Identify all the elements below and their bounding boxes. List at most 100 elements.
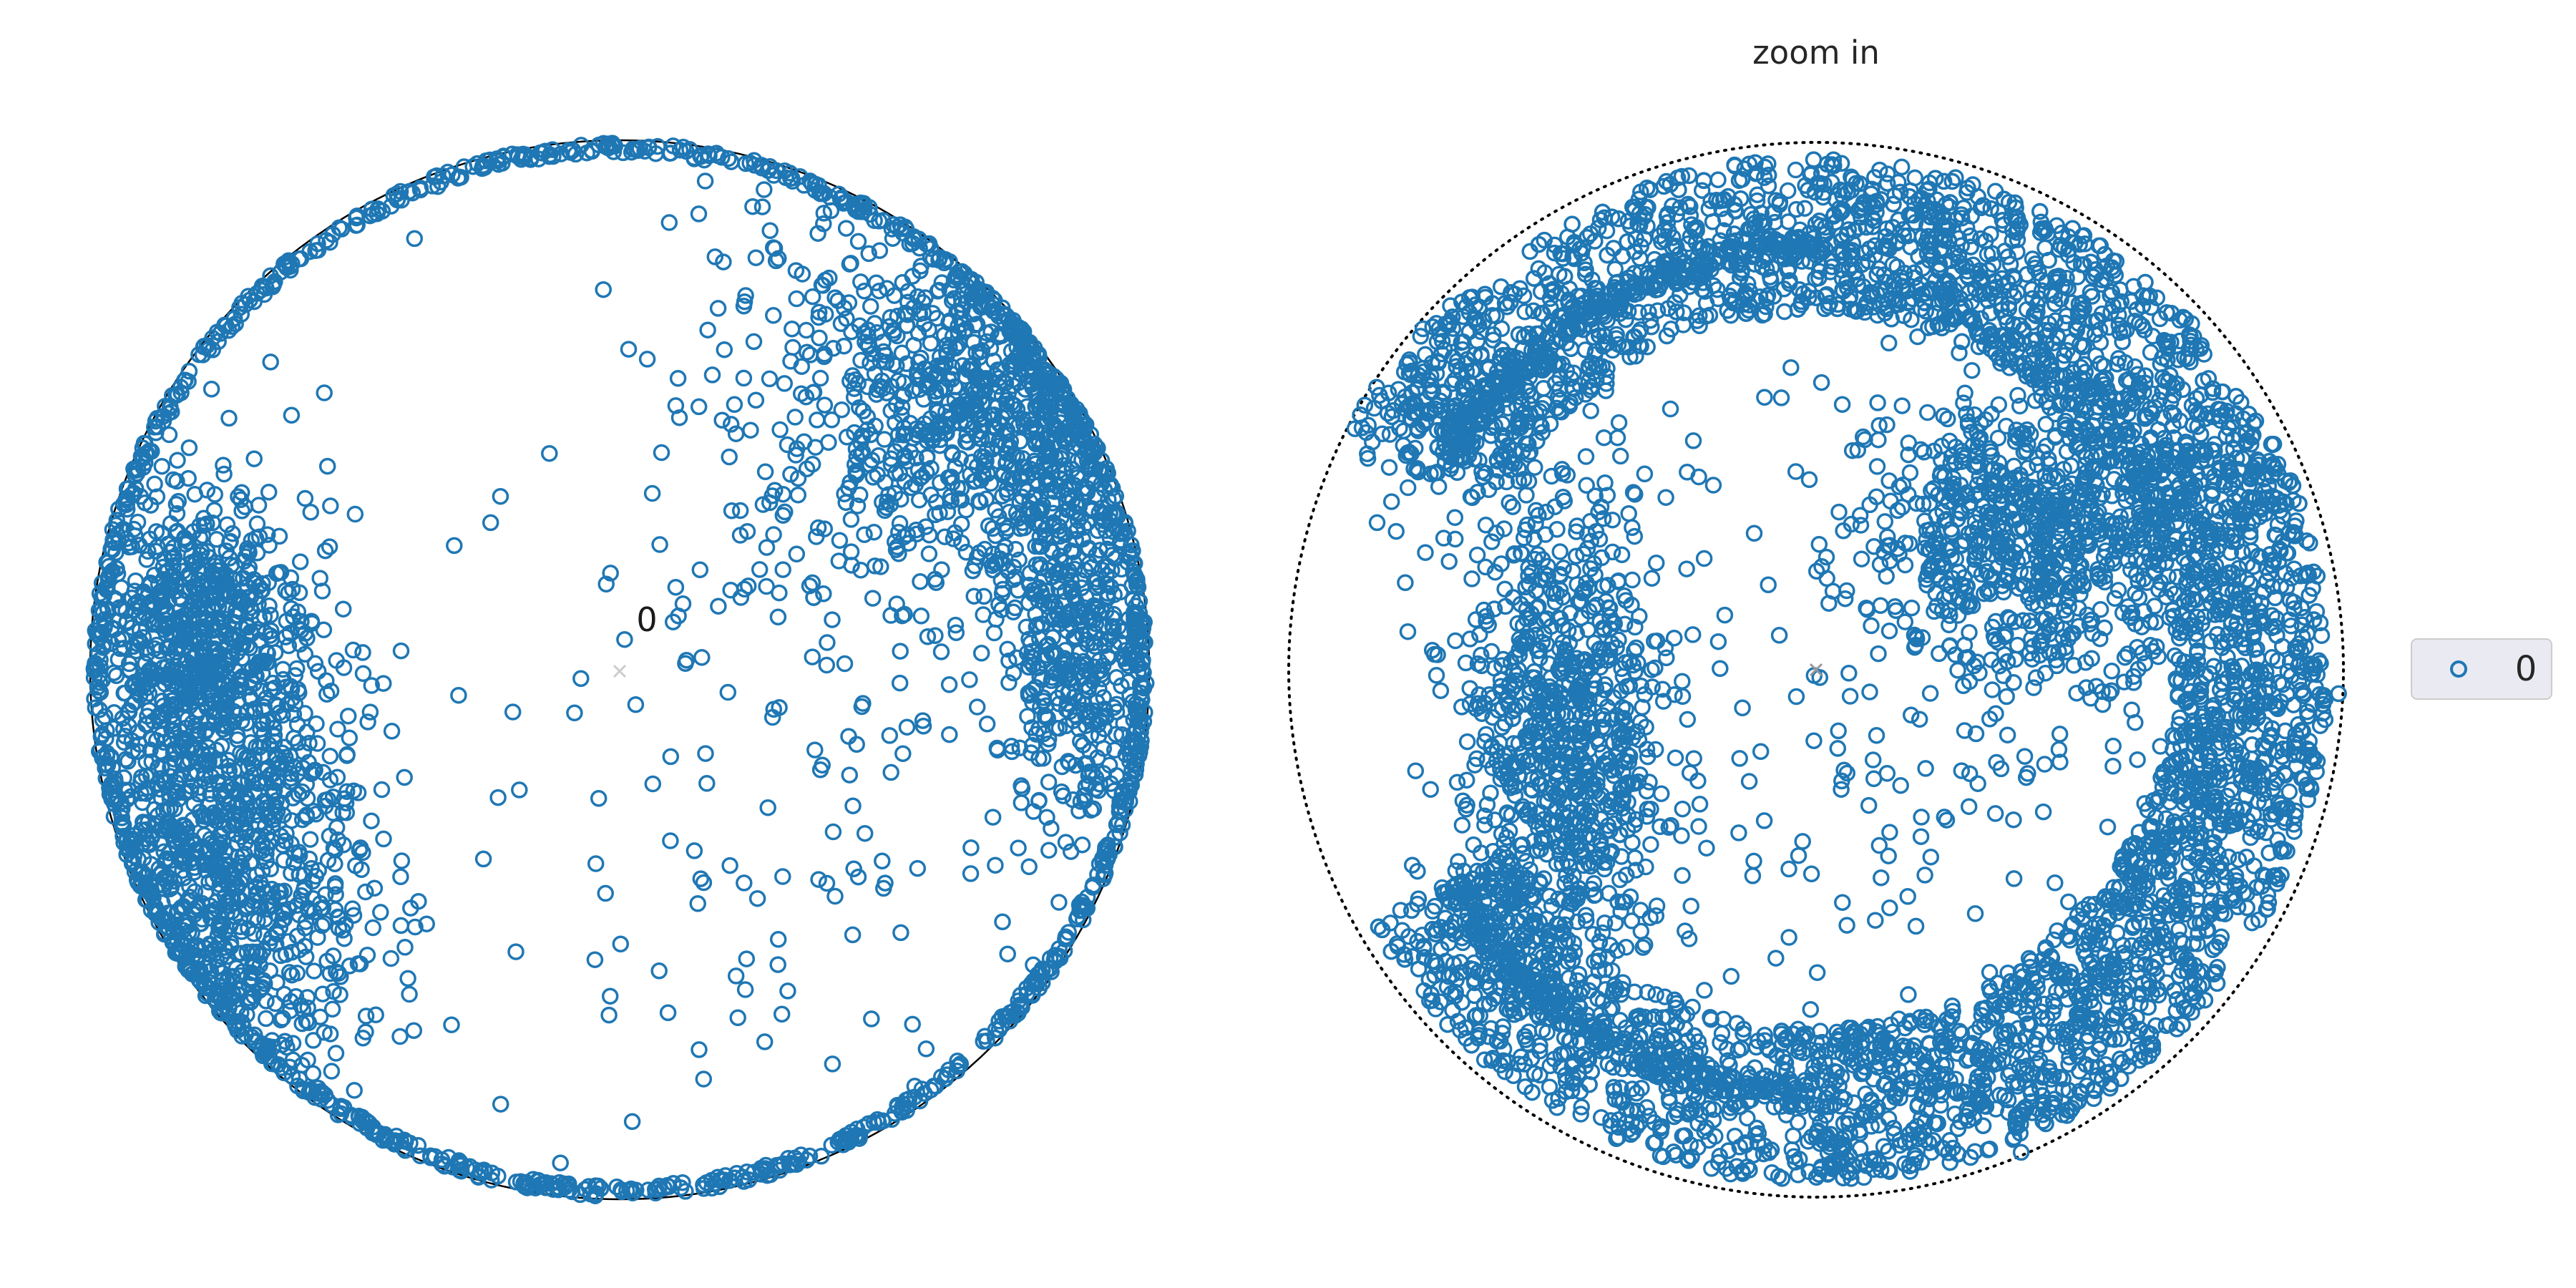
scatter-point <box>922 334 940 352</box>
scatter-point <box>773 1005 791 1023</box>
chart-title: zoom in <box>1752 34 1880 72</box>
scatter-point <box>941 726 958 743</box>
scatter-point <box>662 832 679 849</box>
scatter-point <box>978 716 996 733</box>
scatter-point <box>842 543 860 560</box>
scatter-point <box>837 220 855 237</box>
scatter-point <box>769 608 787 626</box>
scatter-point <box>363 200 381 218</box>
scatter-point <box>788 545 806 563</box>
scatter-point <box>638 351 656 368</box>
scatter-point <box>357 883 374 901</box>
scatter-point <box>354 644 371 661</box>
scatter-point <box>695 1070 713 1088</box>
scatter-point <box>1010 839 1027 857</box>
scatter-point <box>250 497 268 514</box>
scatter-point <box>396 939 414 956</box>
scatter-point <box>616 630 633 648</box>
scatter-point <box>732 589 750 606</box>
scatter-point <box>399 970 416 987</box>
scatter-point <box>291 553 309 570</box>
scatter-point <box>372 904 389 921</box>
scatter-point <box>590 790 608 807</box>
scatter-point <box>361 703 379 721</box>
scatter-point <box>597 884 614 902</box>
scatter-point <box>392 868 409 886</box>
scatter-point <box>975 606 992 623</box>
scatter-point <box>1023 975 1040 992</box>
scatter-point <box>736 580 753 598</box>
scatter-point <box>771 421 789 439</box>
scatter-point <box>849 233 867 250</box>
scatter-point <box>450 686 467 704</box>
scatter-point <box>482 514 499 532</box>
scatter-point <box>321 747 339 765</box>
scatter-point <box>511 781 528 799</box>
scatter-point <box>811 329 828 347</box>
scatter-point <box>912 608 930 625</box>
scatter-point <box>323 1000 341 1018</box>
scatter-point <box>994 913 1011 931</box>
scatter-point <box>650 962 668 980</box>
scatter-point <box>722 581 739 599</box>
scatter-point <box>924 250 942 268</box>
scatter-point <box>302 504 320 521</box>
scatter-point <box>346 1082 363 1099</box>
scatter-point <box>696 172 714 190</box>
scatter-point <box>169 452 186 469</box>
scatter-point <box>758 577 775 595</box>
scatter-point <box>788 290 805 308</box>
scatter-point <box>972 645 990 662</box>
origin-label: 0 <box>636 600 657 639</box>
scatter-point <box>392 917 410 935</box>
scatter-point <box>710 597 727 615</box>
scatter-point <box>748 889 766 907</box>
scatter-point <box>443 1016 460 1033</box>
scatter-point <box>406 230 424 248</box>
scatter-point <box>686 842 703 859</box>
scatter-point <box>882 763 899 781</box>
scatter-point <box>713 411 731 429</box>
scatter-point <box>669 370 687 387</box>
scatter-point <box>1040 774 1058 791</box>
scatter-point <box>852 273 869 291</box>
scatter-point <box>334 600 352 618</box>
scatter-point <box>322 497 339 514</box>
scatter-point <box>726 396 743 414</box>
scatter-point <box>784 320 801 338</box>
scatter-point <box>346 505 364 523</box>
scatter-point <box>761 370 779 388</box>
scatter-point <box>844 797 862 814</box>
scatter-point <box>363 812 380 829</box>
scatter-point <box>220 409 238 427</box>
scatter-point <box>961 671 978 688</box>
scatter-point <box>344 641 362 659</box>
scatter-point <box>786 409 804 426</box>
scatter-point <box>831 532 849 549</box>
scatter-point <box>359 713 376 731</box>
scatter-point <box>735 369 753 387</box>
scatter-point <box>223 318 241 336</box>
scatter-point <box>245 450 263 467</box>
scatter-point <box>492 487 509 505</box>
scatter-point <box>892 924 909 942</box>
scatter-point <box>153 457 171 475</box>
scatter-point <box>391 1028 409 1045</box>
scatter-point <box>824 611 841 628</box>
scatter-point <box>894 745 912 762</box>
scatter-point <box>451 1162 469 1179</box>
scatter-point <box>856 824 874 842</box>
scatter-point <box>504 703 522 721</box>
scatter-point <box>301 831 319 848</box>
scatter-point <box>789 487 807 504</box>
scatter-point <box>364 919 381 937</box>
scatter-point <box>819 634 836 651</box>
scatter-point <box>1040 841 1058 859</box>
scatter-point <box>552 1154 569 1171</box>
scatter-point <box>824 823 842 841</box>
scatter-point <box>813 1148 830 1165</box>
scatter-point <box>489 789 507 806</box>
scatter-point <box>612 935 630 953</box>
scatter-point <box>745 333 763 351</box>
scatter-point <box>765 307 782 324</box>
